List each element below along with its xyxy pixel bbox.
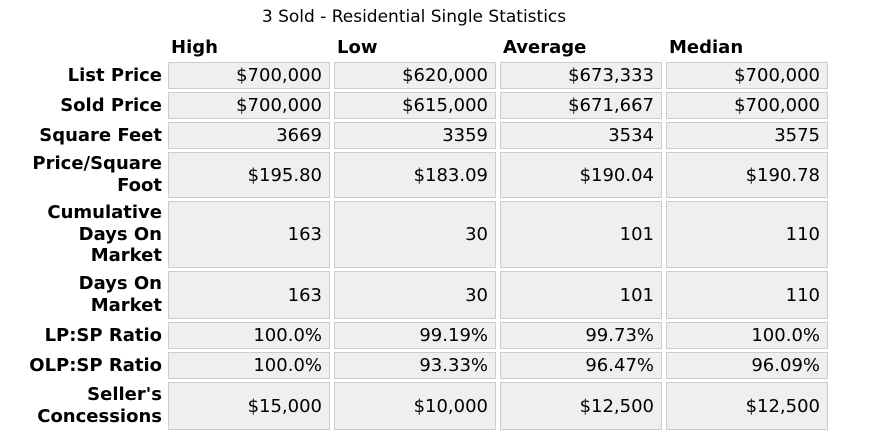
- stat-cell-sold-price-average: $671,667: [500, 92, 662, 119]
- stat-cell-cumulative-days-on-market-median: 110: [666, 201, 828, 268]
- row-label-price-per-square-foot: Price/Square Foot: [32, 153, 162, 196]
- stat-cell-sellers-concessions-low: $10,000: [334, 382, 496, 430]
- stat-cell-lp-sp-ratio-average: 99.73%: [500, 322, 662, 349]
- row-label-list-price: List Price: [67, 64, 162, 86]
- stat-cell-olp-sp-ratio-high: 100.0%: [168, 352, 330, 379]
- stat-cell-sold-price-low: $615,000: [334, 92, 496, 119]
- row-label-square-feet: Square Feet: [39, 124, 162, 146]
- stat-cell-olp-sp-ratio-average: 96.47%: [500, 352, 662, 379]
- column-header-low: Low: [337, 37, 378, 58]
- stat-cell-lp-sp-ratio-median: 100.0%: [666, 322, 828, 349]
- stat-cell-days-on-market-high: 163: [168, 271, 330, 319]
- column-header-median: Median: [669, 37, 744, 58]
- stat-cell-sellers-concessions-average: $12,500: [500, 382, 662, 430]
- stat-cell-days-on-market-average: 101: [500, 271, 662, 319]
- stat-cell-lp-sp-ratio-high: 100.0%: [168, 322, 330, 349]
- stat-cell-lp-sp-ratio-low: 99.19%: [334, 322, 496, 349]
- row-label-days-on-market: Days On Market: [78, 273, 162, 316]
- stat-cell-list-price-low: $620,000: [334, 62, 496, 89]
- stat-cell-sellers-concessions-high: $15,000: [168, 382, 330, 430]
- stat-cell-list-price-high: $700,000: [168, 62, 330, 89]
- statistics-table: High Low Average Median List Price $700,…: [0, 33, 828, 430]
- header-corner-spacer: [0, 33, 164, 59]
- page-title: 3 Sold - Residential Single Statistics: [261, 7, 567, 27]
- stat-cell-list-price-median: $700,000: [666, 62, 828, 89]
- stat-cell-square-feet-average: 3534: [500, 122, 662, 149]
- stat-cell-price-per-square-foot-high: $195.80: [168, 152, 330, 198]
- stat-cell-price-per-square-foot-low: $183.09: [334, 152, 496, 198]
- stat-cell-cumulative-days-on-market-low: 30: [334, 201, 496, 268]
- row-label-olp-sp-ratio: OLP:SP Ratio: [29, 354, 162, 376]
- column-header-average: Average: [503, 37, 587, 58]
- row-label-cumulative-days-on-market: Cumulative Days On Market: [47, 201, 162, 267]
- stat-cell-square-feet-high: 3669: [168, 122, 330, 149]
- stat-cell-days-on-market-low: 30: [334, 271, 496, 319]
- row-label-sellers-concessions: Seller's Concessions: [37, 384, 162, 427]
- column-header-high: High: [171, 37, 218, 58]
- stat-cell-cumulative-days-on-market-average: 101: [500, 201, 662, 268]
- stat-cell-days-on-market-median: 110: [666, 271, 828, 319]
- stat-cell-olp-sp-ratio-median: 96.09%: [666, 352, 828, 379]
- stat-cell-sold-price-high: $700,000: [168, 92, 330, 119]
- stat-cell-list-price-average: $673,333: [500, 62, 662, 89]
- row-label-lp-sp-ratio: LP:SP Ratio: [44, 324, 162, 346]
- stat-cell-sold-price-median: $700,000: [666, 92, 828, 119]
- stat-cell-square-feet-low: 3359: [334, 122, 496, 149]
- stat-cell-price-per-square-foot-average: $190.04: [500, 152, 662, 198]
- stat-cell-sellers-concessions-median: $12,500: [666, 382, 828, 430]
- stat-cell-cumulative-days-on-market-high: 163: [168, 201, 330, 268]
- stat-cell-square-feet-median: 3575: [666, 122, 828, 149]
- stat-cell-olp-sp-ratio-low: 93.33%: [334, 352, 496, 379]
- row-label-sold-price: Sold Price: [60, 94, 162, 116]
- stat-cell-price-per-square-foot-median: $190.78: [666, 152, 828, 198]
